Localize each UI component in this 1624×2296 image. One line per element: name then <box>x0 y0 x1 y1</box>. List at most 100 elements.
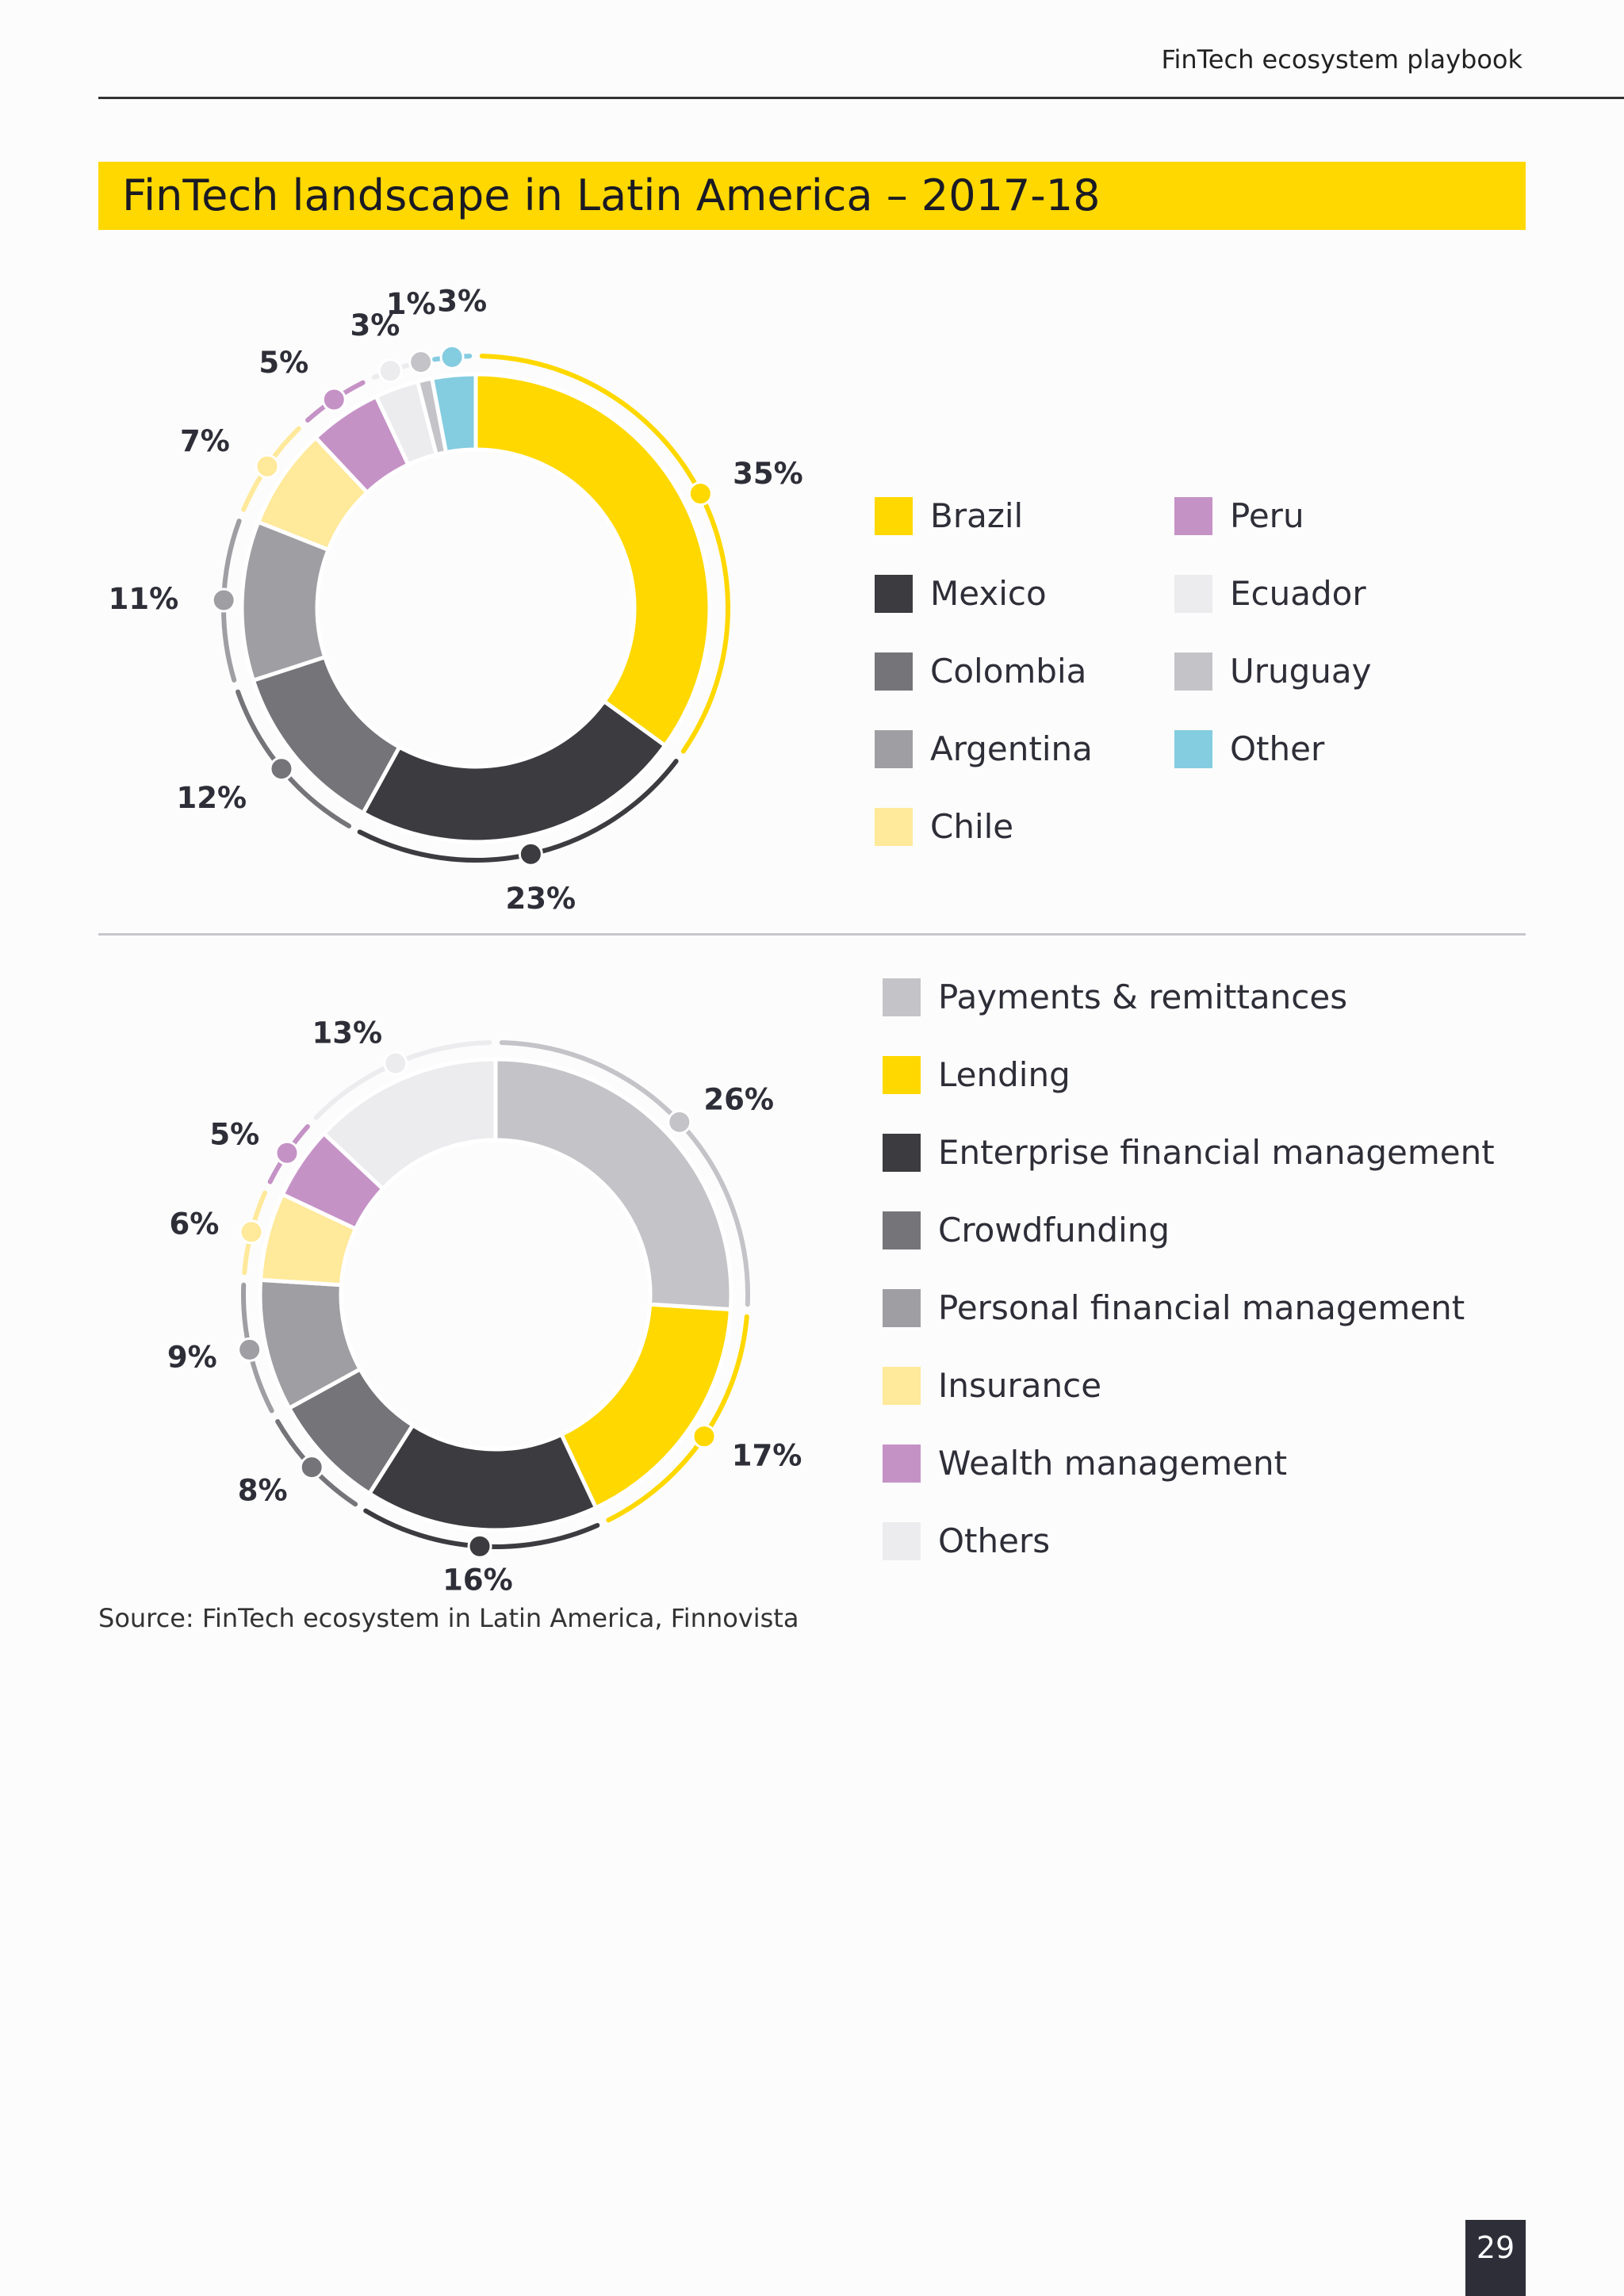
marker-dot-uruguay <box>408 350 434 375</box>
legend-swatch <box>883 1288 921 1327</box>
marker-dot-lending <box>691 1424 717 1449</box>
value-label-colombia: 12% <box>176 781 247 815</box>
legend-swatch <box>875 574 913 613</box>
header-title: FinTech ecosystem playbook <box>1161 44 1522 75</box>
legend-item-colombia: Colombia <box>875 652 1086 691</box>
legend-label: Uruguay <box>1230 652 1372 691</box>
marker-dot-peru <box>321 387 347 412</box>
legend-label: Chile <box>930 807 1014 846</box>
source-note: Source: FinTech ecosystem in Latin Ameri… <box>98 1603 799 1633</box>
legend-label: Enterprise financial management <box>938 1133 1495 1172</box>
segment-donut-chart: 26% 17% 16% 8% 9% 6% 5% 13% <box>167 1016 802 1598</box>
legend-swatch <box>883 1211 921 1249</box>
marker-dot-mexico <box>518 841 543 867</box>
value-label-brazil: 35% <box>733 457 803 491</box>
value-label-others: 13% <box>312 1016 382 1050</box>
legend-label: Payments & remittances <box>938 978 1348 1016</box>
legend-swatch <box>875 729 913 768</box>
value-label-mexico: 23% <box>506 882 576 916</box>
value-label-chile: 7% <box>180 424 230 458</box>
slice-other <box>430 372 478 455</box>
value-label-other: 3% <box>437 285 487 319</box>
value-label-enterprise-financial-management: 16% <box>442 1563 513 1597</box>
marker-dot-payments-remittances <box>667 1109 692 1135</box>
marker-dot-brazil <box>688 481 713 507</box>
value-label-personal-financial-management: 9% <box>167 1341 217 1375</box>
legend-label: Other <box>1230 729 1325 768</box>
legend-label: Brazil <box>930 496 1024 535</box>
legend-swatch <box>883 1444 921 1483</box>
legend-swatch <box>1174 652 1212 691</box>
legend-item-peru: Peru <box>1174 496 1304 535</box>
header-rule <box>98 97 1624 99</box>
legend-label: Argentina <box>930 729 1093 768</box>
legend-item-argentina: Argentina <box>875 729 1093 768</box>
slice-others <box>321 1057 498 1192</box>
legend-swatch <box>875 807 913 846</box>
legend-swatch <box>883 1366 921 1405</box>
legend-label: Peru <box>1230 496 1304 535</box>
slice-payments-remittances <box>493 1057 733 1312</box>
marker-dot-others <box>383 1050 408 1076</box>
legend-label: Personal financial management <box>938 1288 1465 1327</box>
legend-label: Crowdfunding <box>938 1211 1170 1249</box>
slice-lending <box>559 1302 733 1510</box>
value-label-insurance: 6% <box>169 1207 219 1241</box>
section-title: FinTech landscape in Latin America – 201… <box>122 170 1101 220</box>
value-label-uruguay: 1% <box>386 287 436 321</box>
slice-mexico <box>361 699 668 844</box>
marker-dot-argentina <box>211 587 236 613</box>
marker-dot-colombia <box>269 756 294 782</box>
marker-dot-crowdfunding <box>299 1455 324 1480</box>
value-label-lending: 17% <box>732 1438 802 1472</box>
legend-label: Ecuador <box>1230 574 1366 613</box>
value-label-crowdfunding: 8% <box>238 1473 288 1507</box>
value-label-ecuador: 3% <box>350 308 400 342</box>
legend-swatch <box>883 1521 921 1560</box>
legend-item-others: Others <box>883 1521 1050 1560</box>
legend-item-mexico: Mexico <box>875 574 1047 613</box>
country-donut-chart: 35% 23% 12% 11% 7% 5% 3%1% 3% <box>109 285 803 916</box>
legend-label: Colombia <box>930 652 1087 691</box>
marker-dot-insurance <box>239 1219 264 1245</box>
legend-item-enterprise-financial-management: Enterprise financial management <box>883 1133 1495 1172</box>
legend-label: Others <box>938 1521 1051 1560</box>
legend-item-ecuador: Ecuador <box>1174 574 1366 613</box>
legend-item-wealth-management: Wealth management <box>883 1444 1287 1483</box>
marker-dot-enterprise-financial-management <box>467 1533 492 1559</box>
legend-swatch <box>875 496 913 535</box>
legend-item-crowdfunding: Crowdfunding <box>883 1211 1170 1249</box>
value-label-argentina: 11% <box>109 582 179 616</box>
page-number: 29 <box>1465 2220 1526 2296</box>
legend-label: Wealth management <box>938 1444 1288 1483</box>
legend-item-brazil: Brazil <box>875 496 1023 535</box>
legend-swatch <box>883 1055 921 1094</box>
marker-dot-personal-financial-management <box>237 1337 262 1362</box>
value-label-payments-remittances: 26% <box>703 1083 774 1117</box>
legend-item-personal-financial-management: Personal financial management <box>883 1288 1465 1327</box>
legend-swatch <box>1174 496 1212 535</box>
legend-label: Lending <box>938 1055 1071 1094</box>
slice-colombia <box>251 655 402 816</box>
legend-swatch <box>1174 574 1212 613</box>
legend-item-insurance: Insurance <box>883 1366 1101 1405</box>
legend-item-other: Other <box>1174 729 1324 768</box>
legend-swatch <box>883 1133 921 1172</box>
legend-swatch <box>875 652 913 691</box>
section-title-band: FinTech landscape in Latin America – 201… <box>98 162 1526 230</box>
marker-dot-other <box>439 344 465 369</box>
marker-dot-ecuador <box>377 358 403 384</box>
legend-swatch <box>883 978 921 1016</box>
value-label-wealth-management: 5% <box>209 1118 259 1152</box>
legend-label: Insurance <box>938 1366 1102 1405</box>
value-label-peru: 5% <box>259 346 308 380</box>
legend-label: Mexico <box>930 574 1047 613</box>
legend-item-chile: Chile <box>875 807 1013 846</box>
legend-item-uruguay: Uruguay <box>1174 652 1372 691</box>
legend-swatch <box>1174 729 1212 768</box>
section-divider <box>98 933 1526 936</box>
slice-brazil <box>473 372 712 748</box>
legend-item-lending: Lending <box>883 1055 1071 1094</box>
marker-dot-chile <box>255 453 280 479</box>
legend-item-payments-remittances: Payments & remittances <box>883 978 1347 1016</box>
